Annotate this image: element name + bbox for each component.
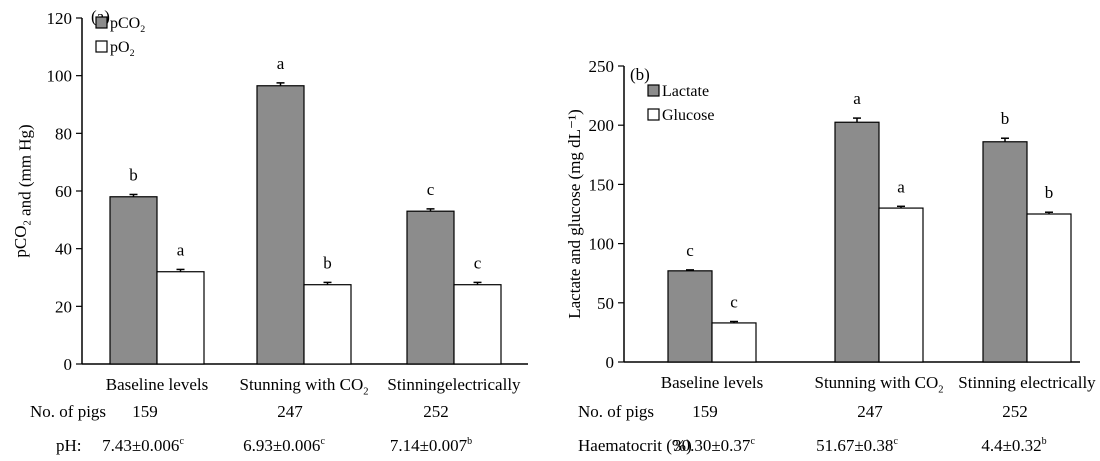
legend-label: pO2	[110, 39, 135, 59]
y-tick-label: 50	[597, 294, 614, 313]
bar	[109, 196, 158, 365]
legend-swatch	[95, 40, 108, 53]
footer-row2-value: 7.14±0.007b	[390, 436, 472, 455]
chart-panel-b: 0 50 100 150 200 250 Lactate and glucose (mg d…	[565, 57, 1096, 455]
y-tick-label: 0	[64, 355, 73, 374]
footer-row1-label: No. of pigs	[578, 402, 654, 421]
bar	[303, 284, 352, 365]
footer-row2-value: 4.4±0.32b	[981, 436, 1046, 455]
footer-row1-value: 247	[277, 402, 303, 421]
bar	[878, 207, 924, 363]
significance-letter: c	[730, 293, 738, 312]
y-tick-label: 0	[606, 353, 615, 372]
bar	[156, 271, 205, 365]
y-tick-label: 250	[589, 57, 615, 76]
bar	[667, 270, 713, 363]
bar	[453, 284, 502, 365]
legend-swatch	[647, 84, 660, 97]
legend-swatch	[95, 16, 108, 29]
x-category-label: Stinning electrically	[958, 373, 1096, 392]
y-tick-label: 20	[55, 297, 72, 316]
significance-letter: c	[474, 253, 482, 272]
footer-row2-value: 30.30±0.37c	[673, 436, 755, 455]
significance-letter: b	[1001, 109, 1010, 128]
x-category-label: Baseline levels	[661, 373, 763, 392]
significance-letter: b	[1045, 183, 1054, 202]
y-tick-label: 40	[55, 240, 72, 259]
significance-letter: c	[686, 241, 694, 260]
y-tick-label: 120	[47, 9, 73, 28]
footer-row2-value: 51.67±0.38c	[816, 436, 898, 455]
bar	[711, 322, 757, 363]
y-tick-label: 80	[55, 124, 72, 143]
bar	[406, 210, 455, 365]
footer-row1-value: 252	[423, 402, 449, 421]
x-category-label: Baseline levels	[106, 375, 208, 394]
panel-label: (b)	[630, 65, 650, 84]
footer-row1-label: No. of pigs	[30, 402, 106, 421]
legend-label: pCO2	[110, 15, 145, 35]
footer-row2-label: pH:	[56, 436, 82, 455]
footer-row2-label: Haematocrit (%)	[578, 436, 692, 455]
bar	[834, 121, 880, 363]
footer-row1-value: 159	[132, 402, 158, 421]
footer-row1-value: 159	[692, 402, 718, 421]
bar	[256, 85, 305, 365]
bar	[1026, 213, 1072, 363]
y-tick-label: 60	[55, 182, 72, 201]
legend-label: Lactate	[662, 83, 709, 100]
y-axis-label: pCO2 and (mm Hg)	[11, 124, 34, 257]
bar	[982, 141, 1028, 363]
footer-row2-value: 7.43±0.006c	[102, 436, 184, 455]
significance-letter: a	[897, 177, 905, 196]
y-tick-label: 100	[47, 67, 73, 86]
footer-row1-value: 247	[857, 402, 883, 421]
x-category-label: Stunning with CO2	[814, 373, 943, 395]
y-tick-label: 100	[589, 235, 615, 254]
footer-row1-value: 252	[1002, 402, 1028, 421]
significance-letter: c	[427, 180, 435, 199]
y-tick-label: 150	[589, 175, 615, 194]
significance-letter: b	[323, 253, 332, 272]
x-category-label: Stunning with CO2	[239, 375, 368, 397]
footer-row2-value: 6.93±0.006c	[243, 436, 325, 455]
significance-letter: a	[277, 54, 285, 73]
x-category-label: Stinningelectrically	[387, 375, 521, 394]
significance-letter: a	[853, 89, 861, 108]
significance-letter: b	[129, 165, 138, 184]
y-axis-label: Lactate and glucose (mg dL⁻¹)	[565, 109, 584, 319]
legend-label: Glucose	[662, 107, 714, 124]
y-tick-label: 200	[589, 116, 615, 135]
legend-swatch	[647, 108, 660, 121]
significance-letter: a	[177, 240, 185, 259]
